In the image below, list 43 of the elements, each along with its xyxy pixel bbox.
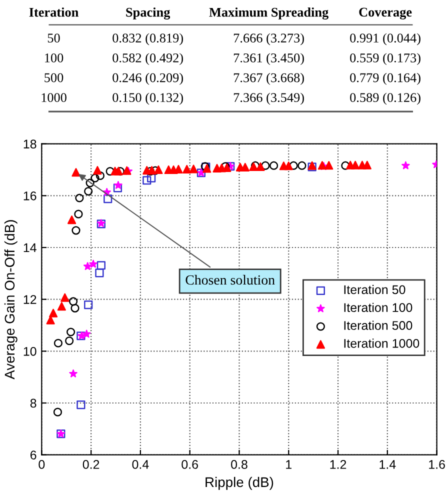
text: Iteration (29, 7, 78, 17)
text: 0.246 (0.209) (112, 72, 183, 85)
text: 0.150 (0.132) (112, 92, 183, 105)
x-tick-label: 1.2 (330, 460, 346, 469)
x-tick-label: 1 (286, 460, 292, 469)
x-tick-label: 1.4 (380, 460, 396, 469)
legend-label: Iteration 50 (344, 284, 406, 294)
x-tick-label: 0 (38, 460, 45, 469)
y-tick-label: 6 (30, 450, 36, 460)
x-tick-label: 0.6 (182, 460, 198, 469)
text: 0.559 (0.173) (350, 53, 420, 66)
text: 7.367 (3.668) (234, 72, 304, 85)
y-tick-label: 10 (24, 346, 36, 356)
legend-label: Iteration 500 (344, 320, 412, 330)
text: 100 (45, 53, 64, 62)
y-tick-label: 14 (24, 243, 36, 252)
x-tick-label: 1.6 (429, 460, 445, 469)
text: 500 (44, 73, 64, 82)
x-tick-label: 0.2 (82, 460, 100, 469)
text: 1000 (42, 93, 66, 102)
x-tick-label: 0.8 (231, 460, 248, 469)
legend-label: Iteration 100 (344, 302, 412, 312)
text: Maximum Spreading (209, 7, 328, 20)
text: 0.779 (0.164) (350, 72, 420, 85)
y-tick-label: 18 (24, 140, 36, 148)
text: 50 (48, 34, 60, 43)
annotation: Chosen solution (186, 274, 275, 285)
text: 0.589 (0.126) (350, 92, 420, 105)
x-axis-title: Ripple (dB) (206, 476, 274, 490)
y-tick-label: 12 (24, 295, 36, 304)
y-tick-label: 8 (30, 398, 36, 408)
legend-label: Iteration 1000 (344, 338, 420, 348)
text: 7.666 (3.273) (234, 33, 304, 46)
text: 0.991 (0.044) (350, 33, 420, 46)
text: 7.361 (3.450) (234, 53, 304, 66)
text: 0.832 (0.819) (112, 33, 183, 46)
text: Spacing (126, 7, 170, 20)
y-axis-title: Average Gain On-Off (dB) (4, 220, 18, 380)
text: 0.582 (0.492) (112, 53, 183, 66)
text: 7.366 (3.549) (234, 92, 304, 105)
text: Coverage (359, 8, 412, 20)
x-tick-label: 0.4 (132, 460, 149, 469)
y-tick-label: 16 (24, 191, 36, 200)
